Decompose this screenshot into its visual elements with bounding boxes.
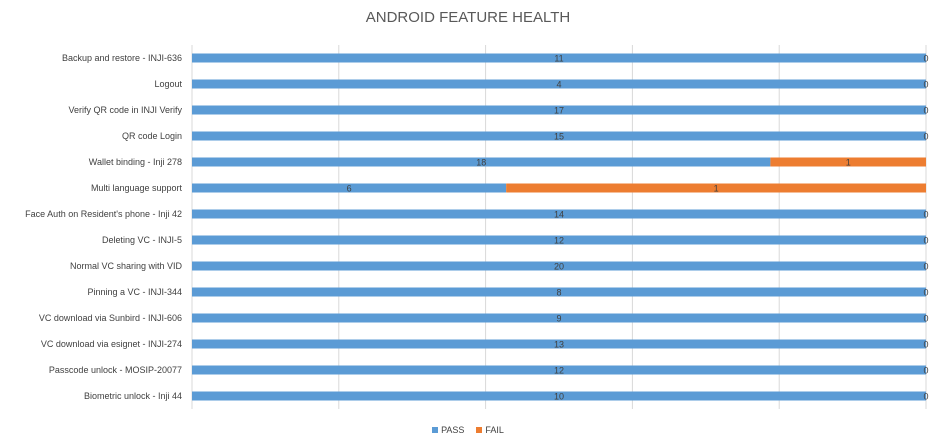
data-label-fail: 0	[923, 210, 928, 220]
category-label: Passcode unlock - MOSIP-20077	[49, 365, 182, 375]
category-label: Deleting VC - INJI-5	[102, 235, 182, 245]
data-label-pass: 6	[347, 184, 352, 194]
category-label: Normal VC sharing with VID	[70, 261, 183, 271]
data-label-pass: 18	[476, 158, 486, 168]
data-label-pass: 11	[554, 54, 563, 64]
bar-pass	[192, 183, 507, 193]
data-label-pass: 12	[554, 236, 564, 246]
data-label-fail: 0	[923, 132, 928, 142]
category-label: Biometric unlock - Inji 44	[84, 391, 182, 401]
bar-fail	[506, 183, 926, 193]
bar-pass	[192, 339, 926, 349]
data-label-pass: 17	[554, 106, 564, 116]
category-label: Backup and restore - INJI-636	[62, 53, 182, 63]
legend-label-fail: FAIL	[485, 425, 504, 435]
legend-swatch-pass	[432, 427, 439, 433]
bar-pass	[192, 391, 926, 401]
bar-pass	[192, 235, 926, 245]
data-label-pass: 20	[554, 262, 564, 272]
chart-legend: PASS FAIL	[0, 425, 936, 435]
data-label-fail: 0	[923, 54, 928, 64]
legend-item-fail: FAIL	[476, 425, 504, 435]
category-label: Multi language support	[91, 183, 183, 193]
legend-label-pass: PASS	[441, 425, 465, 435]
bar-pass	[192, 157, 771, 167]
category-label: Wallet binding - Inji 278	[89, 157, 182, 167]
data-label-pass: 15	[554, 132, 564, 142]
data-label-fail: 0	[923, 366, 928, 376]
data-label-fail: 0	[923, 262, 928, 272]
data-label-pass: 9	[556, 314, 561, 324]
bar-pass	[192, 287, 926, 297]
data-label-pass: 8	[556, 288, 561, 298]
data-label-pass: 12	[554, 366, 564, 376]
data-label-pass: 4	[556, 80, 561, 90]
data-label-pass: 10	[554, 392, 564, 402]
data-label-fail: 0	[923, 288, 928, 298]
data-label-fail: 1	[714, 184, 719, 194]
data-label-pass: 14	[554, 210, 564, 220]
legend-swatch-fail	[476, 427, 483, 433]
category-label: VC download via esignet - INJI-274	[41, 339, 182, 349]
bar-pass	[192, 365, 926, 375]
data-label-fail: 0	[923, 314, 928, 324]
bar-pass	[192, 131, 926, 141]
category-label: Pinning a VC - INJI-344	[87, 287, 182, 297]
chart-title: ANDROID FEATURE HEALTH	[365, 9, 571, 26]
category-label: VC download via Sunbird - INJI-606	[39, 313, 182, 323]
bar-pass	[192, 79, 926, 89]
data-label-fail: 0	[923, 236, 928, 246]
bar-fail	[770, 157, 926, 167]
bar-pass	[192, 261, 926, 271]
data-label-fail: 0	[923, 340, 928, 350]
category-label: Face Auth on Resident's phone - Inji 42	[25, 209, 182, 219]
bar-pass	[192, 209, 926, 219]
category-label: Verify QR code in INJI Verify	[68, 105, 182, 115]
data-label-pass: 13	[554, 340, 564, 350]
bar-pass	[192, 53, 926, 63]
bar-pass	[192, 105, 926, 115]
bar-pass	[192, 313, 926, 323]
data-label-fail: 0	[923, 80, 928, 90]
data-label-fail: 0	[923, 106, 928, 116]
legend-item-pass: PASS	[432, 425, 464, 435]
category-label: Logout	[154, 79, 182, 89]
data-label-fail: 1	[846, 158, 851, 168]
data-label-fail: 0	[923, 392, 928, 402]
category-label: QR code Login	[122, 131, 182, 141]
